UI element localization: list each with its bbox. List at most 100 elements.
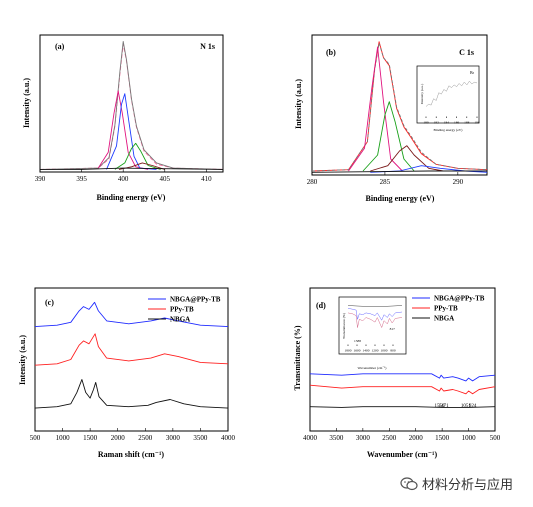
panel-a-xtick-label: 400	[118, 175, 129, 183]
panel-d-xtick-label: 2500	[382, 434, 397, 442]
panel-c-xtick-label: 2000	[111, 434, 126, 442]
panel-d-inset-annotations: 1588 817	[354, 327, 395, 343]
panel-c-xticks: 500 1000 1500 2000 2500 3000 3500 4000	[30, 428, 236, 442]
panel-b-plot-frame	[311, 34, 488, 176]
panel-b-inset-xtick-label: 182	[434, 121, 440, 125]
panel-c-legend-label: PPy-TB	[170, 306, 194, 314]
panel-a-series-3-line	[106, 93, 157, 170]
panel-c-legend: NBGA@PPy-TB PPy-TB NBGA	[148, 296, 221, 324]
panel-a-xtick-label: 410	[201, 175, 212, 183]
panel-d-inset-xtick-label: 1200	[372, 349, 379, 353]
panel-d-inset-xlabel: Wavenumber (cm⁻¹)	[358, 366, 388, 370]
panel-c-xtick-label: 1500	[83, 434, 98, 442]
panel-d-inset-series-2-line	[347, 305, 403, 307]
panel-d-inset-xtick-label: 1600	[354, 349, 361, 353]
panel-b-series-4-line	[370, 145, 444, 172]
panel-b-inset-xlabel: Binding energy (eV)	[434, 128, 464, 132]
panel-d-label: (d)	[316, 301, 326, 310]
panel-a-ylabel: Intensity (a.u.)	[22, 78, 31, 128]
panel-b-inset-xticks: 180 182 184 186 188 190	[423, 116, 480, 125]
panel-b-inset-xtick-label: 190	[474, 121, 480, 125]
panel-d-legend: NBGA@PPy-TB PPy-TB NBGA	[412, 295, 485, 323]
panel-a-series-6-line	[40, 167, 224, 170]
panel-b-label: (b)	[326, 48, 336, 57]
panel-a-xtick-label: 390	[35, 175, 46, 183]
panel-d-peak-annotation: 1051	[461, 404, 472, 409]
panel-c-legend-label: NBGA	[170, 316, 190, 324]
panel-d-inset-ylabel: Transmittance (%)	[342, 312, 346, 339]
panel-d-peak-annotation: 924	[469, 404, 477, 409]
panel-b-xticks: 280 285 290	[307, 172, 464, 186]
panel-d-inset-xtick-label: 1400	[363, 349, 370, 353]
panel-b-series-3-line	[362, 101, 415, 172]
panel-b-inset-title: Br	[470, 70, 475, 75]
panel-a-xticks: 390 395 400 405 410	[35, 169, 212, 183]
watermark: 材料分析与应用	[400, 474, 513, 493]
panel-b-xtick-label: 280	[307, 178, 318, 186]
panel-c-plot-frame	[34, 287, 229, 432]
panel-d-inset-xticks: 1800 1600 1400 1200 1000 800	[345, 344, 396, 353]
panel-a-data	[39, 41, 224, 170]
panel-b-inset-frame	[416, 65, 480, 124]
panel-d-series-0-line	[309, 373, 496, 382]
panel-d-xlabel: Wavenumber (cm⁻¹)	[367, 450, 438, 459]
panel-d-inset-xtick-label: 1800	[345, 349, 352, 353]
panel-b-inset-xtick-label: 180	[423, 121, 429, 125]
panel-a-plot-frame	[39, 34, 224, 173]
panel-d-inset-xtick-label: 1000	[381, 349, 388, 353]
panel-b-inset-ylabel: Intensity (a.u.)	[420, 83, 424, 104]
panel-a-xtick-label: 405	[160, 175, 171, 183]
panel-c-data	[34, 301, 229, 409]
panel-d: (d) 4000 3500 3000 2500 2000 1500 1000 500 NBGA…	[293, 287, 501, 459]
panel-c-xtick-label: 1000	[56, 434, 71, 442]
panel-c-xtick-label: 3000	[166, 434, 181, 442]
panel-d-xticks: 4000 3500 3000 2500 2000 1500 1000 500	[303, 428, 501, 442]
panel-d-legend-label: NBGA@PPy-TB	[434, 295, 485, 303]
panel-a: (a) N 1s 390 395 400 405 410 Binding energy …	[22, 34, 224, 202]
panel-b-inset-xtick-label: 186	[454, 121, 460, 125]
panel-d-ylabel: Transmittance (%)	[293, 325, 302, 390]
watermark-text: 材料分析与应用	[422, 478, 514, 493]
panel-d-xtick-label: 3000	[356, 434, 371, 442]
panel-d-inset-peak-annotation: 1588	[354, 339, 361, 343]
panel-d-xtick-label: 1500	[435, 434, 450, 442]
panel-a-series-5-line	[118, 162, 165, 170]
panel-c-xtick-label: 2500	[138, 434, 153, 442]
panel-a-series-1-line	[39, 41, 224, 170]
panel-d-inset: 1800 1600 1400 1200 1000 800 1588 817 Wavenumb…	[338, 296, 407, 370]
panel-a-title: N 1s	[200, 42, 215, 51]
panel-b-xtick-label: 285	[380, 178, 391, 186]
panel-d-inset-xtick-label: 800	[390, 349, 396, 353]
panel-b-series-6-line	[311, 170, 487, 173]
panel-c-ylabel: Intensity (a.u.)	[18, 335, 27, 385]
panel-c-series-2-line	[34, 379, 229, 409]
panel-d-peak-annotation: 1471	[439, 404, 450, 409]
panel-d-data	[309, 373, 496, 408]
panel-d-xtick-label: 4000	[303, 434, 318, 442]
panel-c-legend-label: NBGA@PPy-TB	[170, 296, 221, 304]
panel-b: (b) C 1s 280 285 290 Binding energy (eV) I…	[294, 34, 488, 203]
panel-c-series-0-line	[34, 301, 229, 328]
wechat-icon	[400, 476, 418, 490]
panel-a-xlabel: Binding energy (eV)	[97, 193, 166, 202]
panel-b-xlabel: Binding energy (eV)	[366, 194, 435, 203]
panel-b-series-1-line	[311, 42, 488, 172]
panel-a-label: (a)	[55, 42, 65, 51]
panel-c-xtick-label: 500	[30, 434, 41, 442]
panel-c-xtick-label: 4000	[221, 434, 236, 442]
panel-a-xtick-label: 395	[76, 175, 87, 183]
panel-d-xtick-label: 3500	[329, 434, 344, 442]
panel-d-legend-label: NBGA	[434, 315, 454, 323]
panel-b-inset-xtick-label: 184	[444, 121, 450, 125]
panel-d-xtick-label: 2000	[409, 434, 424, 442]
panel-c-series-1-line	[34, 333, 229, 366]
panel-d-series-1-line	[309, 384, 496, 395]
panel-d-xtick-label: 500	[490, 434, 501, 442]
panel-a-series-0-line	[39, 43, 224, 170]
panel-b-ylabel: Intensity (a.u.)	[294, 79, 303, 129]
panel-b-inset-series-0-line	[425, 80, 478, 107]
panel-d-series-2-line	[309, 406, 496, 408]
panel-b-series-2-line	[348, 46, 403, 172]
